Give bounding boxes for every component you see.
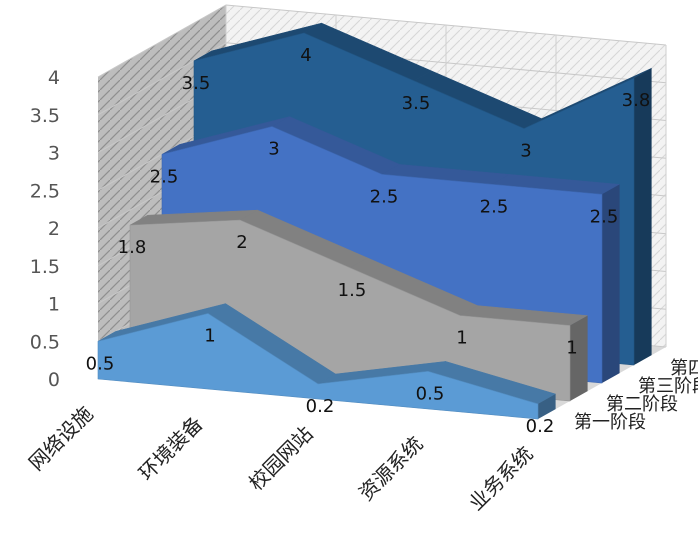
x-tick-label: 网络设施	[24, 402, 98, 476]
y-tick-label: 1	[48, 294, 60, 316]
y-tick-label: 3.5	[30, 105, 60, 127]
data-label: 2.5	[590, 206, 619, 227]
series-axis-label: 第一阶段	[574, 412, 646, 433]
depth-axis-tick-labels: 第一阶段第二阶段第三阶段第四阶段	[574, 358, 698, 433]
data-label: 3.5	[402, 93, 431, 114]
data-label: 0.5	[416, 383, 445, 404]
area-end-cap	[602, 184, 620, 383]
data-label: 1	[566, 338, 577, 359]
data-label: 3.5	[182, 73, 211, 94]
x-tick-label: 校园网站	[244, 422, 318, 496]
area-end-cap	[634, 68, 652, 365]
data-label: 3	[268, 139, 279, 160]
data-label: 3.8	[622, 90, 651, 111]
y-tick-label: 2	[48, 218, 60, 240]
data-label: 0.2	[526, 416, 555, 437]
y-tick-label: 1.5	[30, 256, 60, 278]
y-tick-label: 3	[48, 143, 60, 165]
series-axis-label: 第二阶段	[606, 394, 678, 415]
data-label: 2.5	[480, 196, 509, 217]
area-end-cap	[570, 315, 588, 401]
series-axis-label: 第四阶段	[670, 358, 698, 379]
data-label: 2.5	[150, 166, 179, 187]
y-axis-tick-labels: 0 0.5 1 1.5 2 2.5 3 3.5 4	[30, 67, 60, 391]
data-label: 1.5	[338, 280, 367, 301]
data-label: 3	[520, 141, 531, 162]
data-label: 0.2	[306, 396, 335, 417]
data-label: 1.8	[118, 237, 147, 258]
data-label: 1	[204, 326, 215, 347]
y-tick-label: 4	[48, 67, 60, 89]
data-label: 4	[300, 45, 311, 66]
y-tick-label: 0.5	[30, 331, 60, 353]
data-label: 1	[456, 328, 467, 349]
area-end-cap	[538, 394, 556, 419]
area-front-face	[97, 313, 539, 420]
area-series-1: 0.5 1 0.2 0.5 0.2	[86, 303, 557, 437]
data-label: 2.5	[370, 186, 399, 207]
data-label: 0.5	[86, 353, 115, 374]
y-tick-label: 0	[48, 369, 60, 391]
x-axis-tick-labels: 网络设施 环境装备 校园网站 资源系统 业务系统	[24, 402, 538, 516]
x-tick-label: 业务系统	[464, 442, 538, 516]
series-areas: 3.5 4 3.5 3 3.8 2.5 3 2.5 2.5 2.5 1.8 2 1.5 1 1 0.5 1 0.2…	[86, 22, 652, 437]
series-axis-label: 第三阶段	[638, 376, 698, 397]
x-tick-label: 环境装备	[134, 412, 208, 486]
x-tick-label: 资源系统	[354, 432, 428, 506]
y-tick-label: 2.5	[30, 180, 60, 202]
data-label: 2	[236, 232, 247, 253]
